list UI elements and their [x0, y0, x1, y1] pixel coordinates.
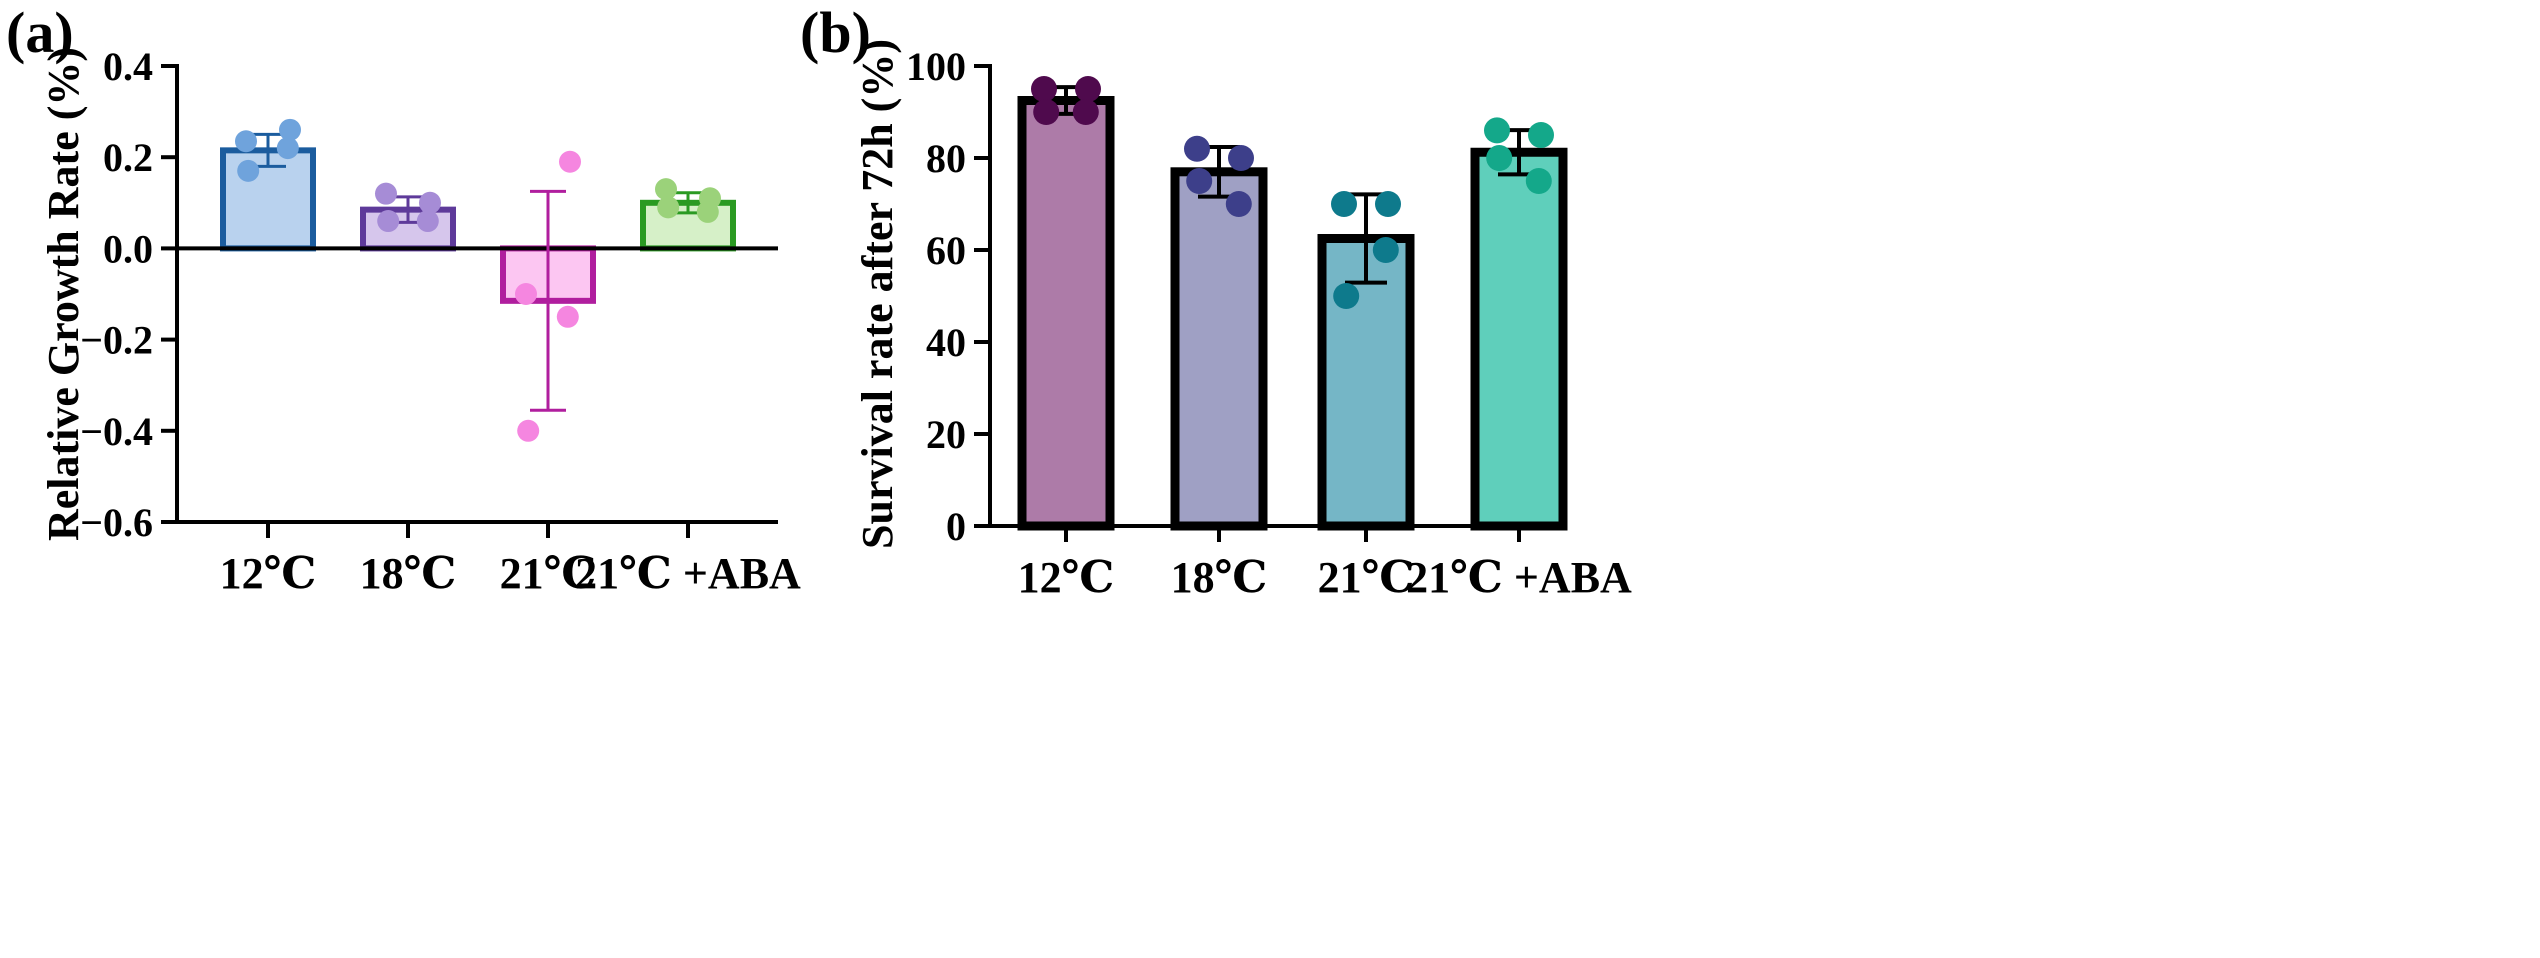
y-tick-label-b: 100	[906, 44, 966, 89]
data-point-b-3	[1331, 191, 1357, 217]
y-tick-label-a: 0.0	[103, 226, 153, 271]
data-point-a-3	[559, 150, 581, 173]
data-point-b-3	[1333, 283, 1360, 309]
y-tick-label-a: 0.4	[103, 44, 153, 89]
data-point-a-2	[377, 210, 400, 233]
x-category-label-a: 21℃	[500, 549, 597, 598]
data-point-b-1	[1072, 99, 1099, 125]
x-category-label-b: 21℃ +ABA	[1406, 553, 1632, 602]
data-point-b-2	[1225, 191, 1252, 217]
panel-label-a: (a)	[6, 0, 74, 65]
data-point-a-1	[235, 130, 257, 153]
bar-b-2	[1170, 167, 1268, 531]
data-point-b-1	[1033, 99, 1060, 125]
data-point-a-4	[657, 196, 680, 219]
x-category-label-a: 12℃	[220, 549, 317, 598]
x-category-label-b: 21℃	[1318, 553, 1415, 602]
data-point-b-4	[1525, 168, 1552, 194]
y-axis-title-b: Survival rate after 72h (%)	[853, 39, 902, 549]
data-point-a-1	[237, 159, 260, 182]
data-point-a-1	[276, 137, 299, 160]
data-point-a-4	[655, 178, 677, 201]
chart-panel-a: (a) Relative Growth Rate (%) −0.6 −0.4 −0.…	[6, 0, 801, 598]
data-point-a-2	[419, 191, 441, 214]
data-point-b-3	[1372, 237, 1399, 263]
data-point-b-2	[1184, 135, 1210, 162]
x-category-label-b: 18℃	[1171, 553, 1268, 602]
data-point-b-1	[1031, 76, 1057, 102]
data-point-b-2	[1228, 145, 1254, 171]
y-tick-label-b: 20	[926, 412, 966, 457]
x-category-label-b: 12℃	[1018, 553, 1115, 602]
error-bar-a-3	[530, 189, 566, 412]
y-tick-label-a: −0.2	[80, 318, 153, 363]
data-point-a-3	[517, 419, 540, 442]
data-point-a-4	[696, 200, 719, 223]
y-axis-title-a: Relative Growth Rate (%)	[39, 47, 88, 541]
data-point-b-2	[1186, 168, 1213, 194]
bar-b-1	[1017, 96, 1115, 531]
y-tick-label-b: 80	[926, 136, 966, 181]
data-point-b-3	[1375, 191, 1401, 217]
data-point-b-4	[1528, 122, 1554, 148]
data-point-b-4	[1484, 117, 1510, 144]
y-tick-label-b: 0	[946, 504, 966, 549]
data-point-a-2	[375, 182, 397, 205]
data-point-a-1	[279, 118, 301, 141]
data-point-a-3	[515, 283, 537, 305]
panel-label-b: (b)	[800, 0, 871, 65]
y-tick-label-a: −0.6	[80, 500, 153, 545]
y-tick-label-a: 0.2	[103, 135, 153, 180]
data-point-b-1	[1075, 76, 1101, 102]
data-point-b-4	[1486, 145, 1513, 171]
y-tick-label-b: 40	[926, 320, 966, 365]
chart-panel-b: (b) Survival rate after 72h (%) 0 20 40 60 8…	[800, 0, 1632, 602]
y-tick-label-b: 60	[926, 228, 966, 273]
data-point-a-3	[556, 305, 579, 328]
data-point-a-2	[416, 210, 439, 233]
bar-b-4	[1470, 147, 1568, 531]
x-category-label-a: 18℃	[360, 549, 457, 598]
x-category-label-a: 21℃ +ABA	[575, 549, 801, 598]
y-tick-label-a: −0.4	[80, 409, 153, 454]
